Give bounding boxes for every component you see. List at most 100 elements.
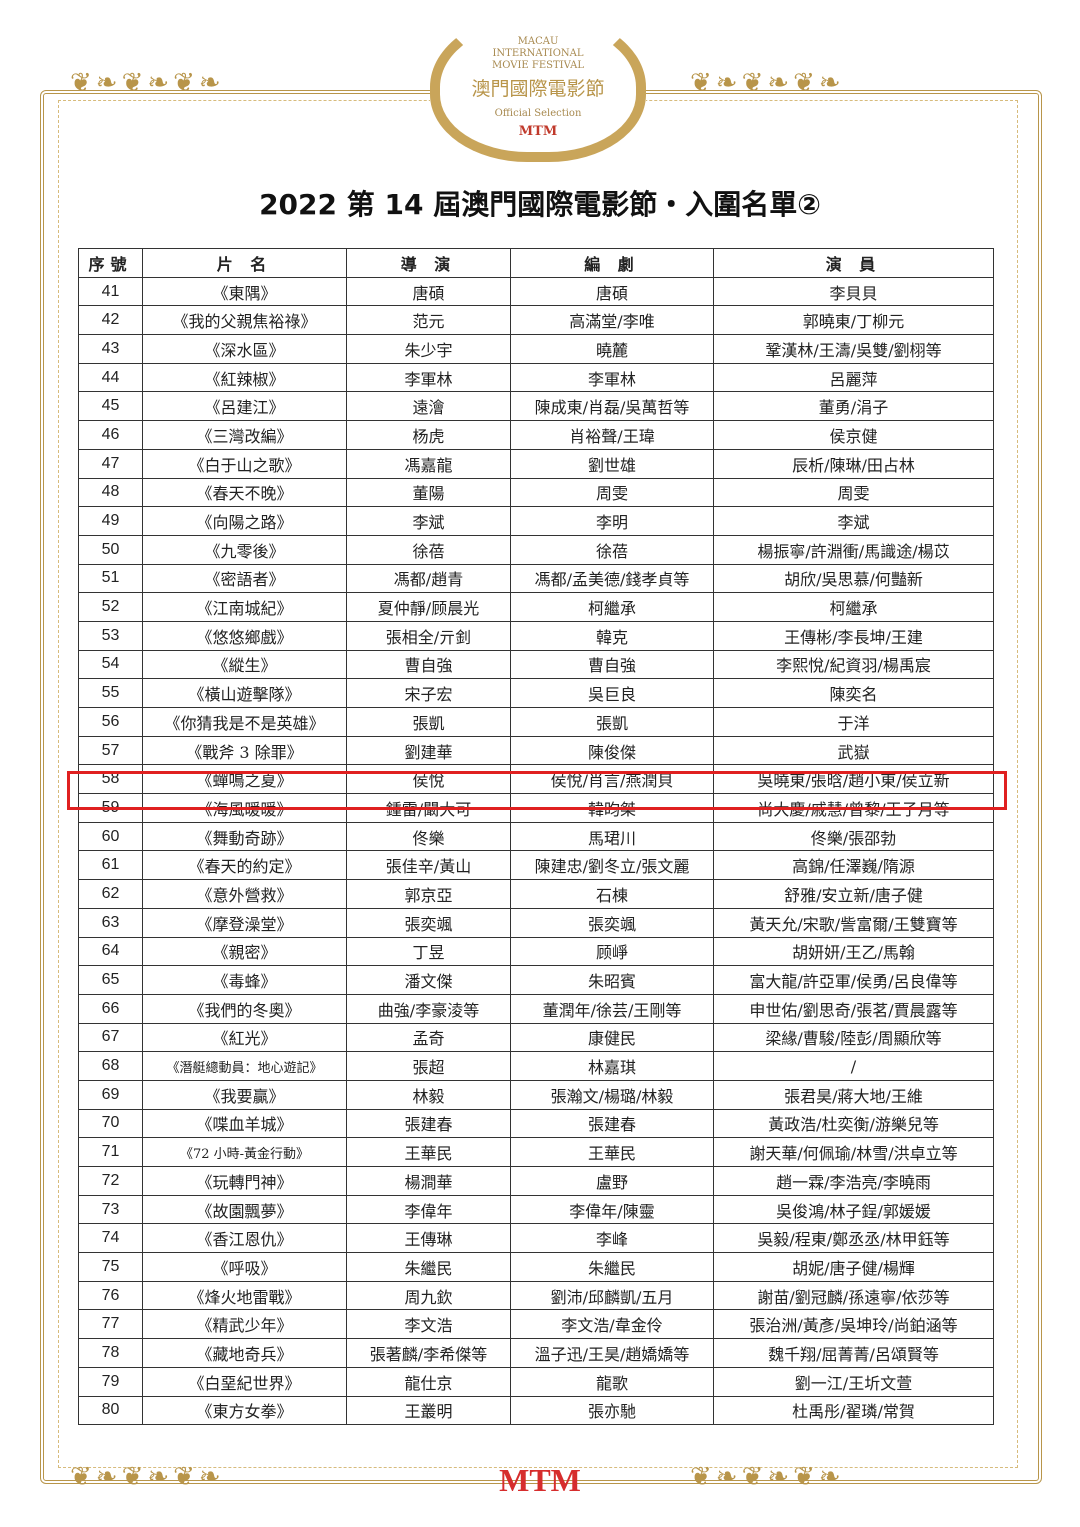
table-row: 79 《白堊紀世界》 龍仕京 龍歌 劉一江/王圻文萱: [78, 1366, 994, 1397]
cell-director: 王叢明: [346, 1395, 511, 1426]
cell-cast: 武嶽: [713, 735, 994, 766]
cell-index: 69: [78, 1079, 143, 1110]
cell-writer: 馮都/孟美德/錢孝貞等: [510, 563, 714, 594]
cell-index: 51: [78, 563, 143, 594]
highlight-box: [67, 771, 1007, 810]
cell-title: 《舞動奇跡》: [142, 821, 347, 852]
cell-director: 馮嘉龍: [346, 448, 511, 479]
cell-title: 《紅光》: [142, 1022, 347, 1053]
cell-director: 孟奇: [346, 1022, 511, 1053]
cell-cast: 吳毅/程東/鄭丞丞/林甲鈺等: [713, 1223, 994, 1254]
table-row: 55 《橫山遊擊隊》 宋子宏 吳巨良 陳奕名: [78, 678, 994, 708]
cell-title: 《藏地奇兵》: [142, 1338, 347, 1368]
table-row: 64 《親密》 丁昱 顾崢 胡妍妍/王乙/馬翰: [78, 936, 994, 967]
cell-index: 67: [78, 1022, 143, 1053]
cell-index: 63: [78, 907, 143, 938]
cell-writer: 周雯: [510, 477, 714, 508]
cell-director: 張著麟/李希傑等: [346, 1338, 511, 1368]
cell-index: 43: [78, 334, 143, 364]
cell-cast: 李斌: [713, 506, 994, 536]
cell-director: 朱少宇: [346, 334, 511, 364]
cell-title: 《戰斧 3 除罪》: [142, 735, 347, 766]
table-row: 72 《玩轉門神》 楊澗華 盧野 趙一霖/李浩亮/李曉雨: [78, 1166, 994, 1196]
cell-director: 曹自強: [346, 649, 511, 680]
cell-title: 《我的父親焦裕祿》: [142, 305, 347, 336]
cell-writer: 石棟: [510, 879, 714, 909]
table-row: 61 《春天的約定》 張佳辛/黃山 陳建忠/劉冬立/張文麗 高錦/任澤巍/隋源: [78, 850, 994, 881]
cell-index: 45: [78, 391, 143, 422]
cell-index: 55: [78, 678, 143, 708]
cell-director: 劉建華: [346, 735, 511, 766]
cell-title: 《東隅》: [142, 276, 347, 307]
cell-writer: 吳巨良: [510, 678, 714, 708]
cell-index: 49: [78, 506, 143, 536]
cell-index: 71: [78, 1137, 143, 1167]
table-row: 67 《紅光》 孟奇 康健民 梁緣/曹駿/陸彭/周顯欣等: [78, 1022, 994, 1053]
cell-director: 李文浩: [346, 1309, 511, 1340]
cell-cast: 吳曉東/張晗/趙小東/侯立新: [713, 764, 994, 795]
cell-director: 張凱: [346, 707, 511, 737]
logo-text: INTERNATIONAL: [492, 48, 584, 59]
cell-cast: 黃天允/宋歌/訾富爾/王雙寶等: [713, 907, 994, 938]
cell-index: 65: [78, 965, 143, 995]
cell-title: 《白于山之歌》: [142, 448, 347, 479]
table-row: 52 《江南城紀》 夏仲靜/顾晨光 柯繼承 柯繼承: [78, 592, 994, 622]
cell-writer: 盧野: [510, 1166, 714, 1196]
cell-director: 遠澮: [346, 391, 511, 422]
cell-cast: 富大龍/許亞軍/侯勇/呂良偉等: [713, 965, 994, 995]
cell-director: 張建春: [346, 1108, 511, 1139]
cell-title: 《我們的冬奧》: [142, 993, 347, 1024]
cell-director: 朱繼民: [346, 1252, 511, 1282]
cell-cast: 劉一江/王圻文萱: [713, 1366, 994, 1397]
table-row: 42 《我的父親焦裕祿》 范元 高滿堂/李唯 郭曉東/丁柳元: [78, 305, 994, 336]
cell-director: 徐蓓: [346, 534, 511, 565]
table-row: 78 《藏地奇兵》 張著麟/李希傑等 溫子迅/王昊/趙嬌嬌等 魏千翔/屈菁菁/呂頌賢等: [78, 1338, 994, 1368]
cell-writer: 林嘉琪: [510, 1051, 714, 1081]
laurel-wreath-icon: [430, 12, 646, 162]
cell-writer: 溫子迅/王昊/趙嬌嬌等: [510, 1338, 714, 1368]
table-row: 70 《喋血羊城》 張建春 張建春 黃政浩/杜奕衡/游樂兒等: [78, 1108, 994, 1139]
cell-index: 60: [78, 821, 143, 852]
cell-cast: 胡欣/吳思慕/何豔新: [713, 563, 994, 594]
header-writer: 編 劇: [510, 248, 714, 278]
logo-text: MOVIE FESTIVAL: [491, 60, 585, 71]
cell-cast: 魏千翔/屈菁菁/呂頌賢等: [713, 1338, 994, 1368]
cell-writer: 張亦馳: [510, 1395, 714, 1426]
table-row: 66 《我們的冬奧》 曲強/李豪淩等 董潤年/徐芸/王剛等 申世佑/劉思奇/張茗/賈晨露…: [78, 993, 994, 1024]
header-index: 序號: [78, 248, 143, 278]
cell-cast: 胡妍妍/王乙/馬翰: [713, 936, 994, 967]
cell-director: 范元: [346, 305, 511, 336]
festival-logo: MACAU INTERNATIONAL MOVIE FESTIVAL 澳門國際電…: [430, 12, 646, 162]
header-cast: 演 員: [713, 248, 994, 278]
cell-index: 53: [78, 620, 143, 651]
cell-index: 57: [78, 735, 143, 766]
table-row-highlighted: 58 《蟬鳴之夏》 侯悅 侯悅/肖言/燕潤貝 吳曉東/張晗/趙小東/侯立新: [78, 764, 994, 795]
cell-index: 74: [78, 1223, 143, 1254]
cell-index: 42: [78, 305, 143, 336]
cell-writer: 張瀚文/楊璐/林毅: [510, 1079, 714, 1110]
cell-director: 林毅: [346, 1079, 511, 1110]
cell-director: 丁昱: [346, 936, 511, 967]
cell-director: 張超: [346, 1051, 511, 1081]
cell-director: 郭京亞: [346, 879, 511, 909]
table-row: 51 《密語者》 馮都/趙青 馮都/孟美德/錢孝貞等 胡欣/吳思慕/何豔新: [78, 563, 994, 594]
logo-chinese: 澳門國際電影節: [471, 78, 605, 100]
cell-cast: 趙一霖/李浩亮/李曉雨: [713, 1166, 994, 1196]
cell-director: 李軍林: [346, 362, 511, 393]
cell-cast: 謝苗/劉冠麟/孫遠寧/依莎等: [713, 1280, 994, 1311]
cell-director: 張相全/亓釗: [346, 620, 511, 651]
cell-cast: 杜禹彤/翟璘/常賀: [713, 1395, 994, 1426]
logo-brand: MTM: [518, 124, 558, 139]
table-body: 41 《東隅》 唐碩 唐碩 李貝貝 42 《我的父親焦裕祿》 范元 高滿堂/李唯 郭曉東/丁柳元 4…: [78, 276, 994, 1426]
cell-director: 李斌: [346, 506, 511, 536]
cell-title: 《九零後》: [142, 534, 347, 565]
cell-title: 《深水區》: [142, 334, 347, 364]
table-row: 69 《我要贏》 林毅 張瀚文/楊璐/林毅 張君昊/蔣大地/王維: [78, 1079, 994, 1110]
table-row: 47 《白于山之歌》 馮嘉龍 劉世雄 辰析/陳琳/田占林: [78, 448, 994, 479]
cell-title: 《蟬鳴之夏》: [142, 764, 347, 795]
cell-writer: 顾崢: [510, 936, 714, 967]
cell-index: 75: [78, 1252, 143, 1282]
table-row: 77 《精武少年》 李文浩 李文浩/韋金伶 張治洲/黃彥/吳坤玲/尚鉑涵等: [78, 1309, 994, 1340]
cell-title: 《江南城紀》: [142, 592, 347, 622]
cell-writer: 曹自強: [510, 649, 714, 680]
